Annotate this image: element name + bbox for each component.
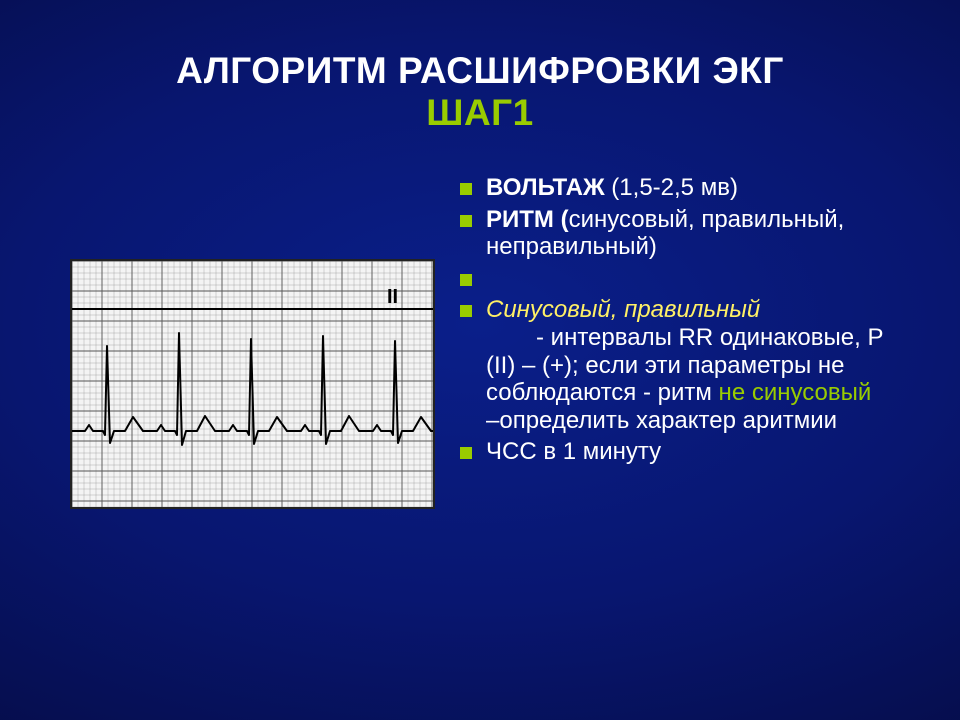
ecg-svg: II — [72, 261, 435, 509]
title-line-2: ШАГ1 — [70, 92, 890, 134]
bullet-1-rest: (1,5-2,5 мв) — [605, 174, 738, 201]
bullet-4-line3: –определить характер аритмии — [486, 407, 837, 434]
bullet-1-bold: ВОЛЬТАЖ — [486, 174, 605, 201]
bullet-1: ВОЛЬТАЖ (1,5-2,5 мв) — [460, 174, 890, 202]
content-row: II ВОЛЬТАЖ (1,5-2,5 мв) РИТМ (синусовый,… — [70, 174, 890, 509]
bullet-3-empty — [460, 265, 890, 293]
title-block: АЛГОРИТМ РАСШИФРОВКИ ЭКГ ШАГ1 — [70, 50, 890, 134]
bullet-2: РИТМ (синусовый, правильный, неправильны… — [460, 206, 890, 261]
bullet-4-yellow: Синусовый, правильный — [486, 296, 760, 323]
svg-text:II: II — [387, 286, 398, 308]
bullet-4: Синусовый, правильный - интервалы RR оди… — [460, 296, 890, 434]
bullet-5: ЧСС в 1 минуту — [460, 438, 890, 466]
bullet-list: ВОЛЬТАЖ (1,5-2,5 мв) РИТМ (синусовый, пр… — [460, 174, 890, 470]
bullet-5-text: ЧСС в 1 минуту — [486, 438, 661, 465]
ecg-figure: II — [70, 259, 435, 509]
bullet-4-indent: - интервалы RR — [486, 324, 713, 352]
bullet-4-green: не синусовый — [712, 379, 871, 406]
ecg-panel: II — [70, 259, 435, 509]
title-line-1: АЛГОРИТМ РАСШИФРОВКИ ЭКГ — [70, 50, 890, 92]
bullet-2-bold: РИТМ ( — [486, 206, 569, 233]
slide: АЛГОРИТМ РАСШИФРОВКИ ЭКГ ШАГ1 II ВОЛЬТАЖ… — [0, 0, 960, 720]
